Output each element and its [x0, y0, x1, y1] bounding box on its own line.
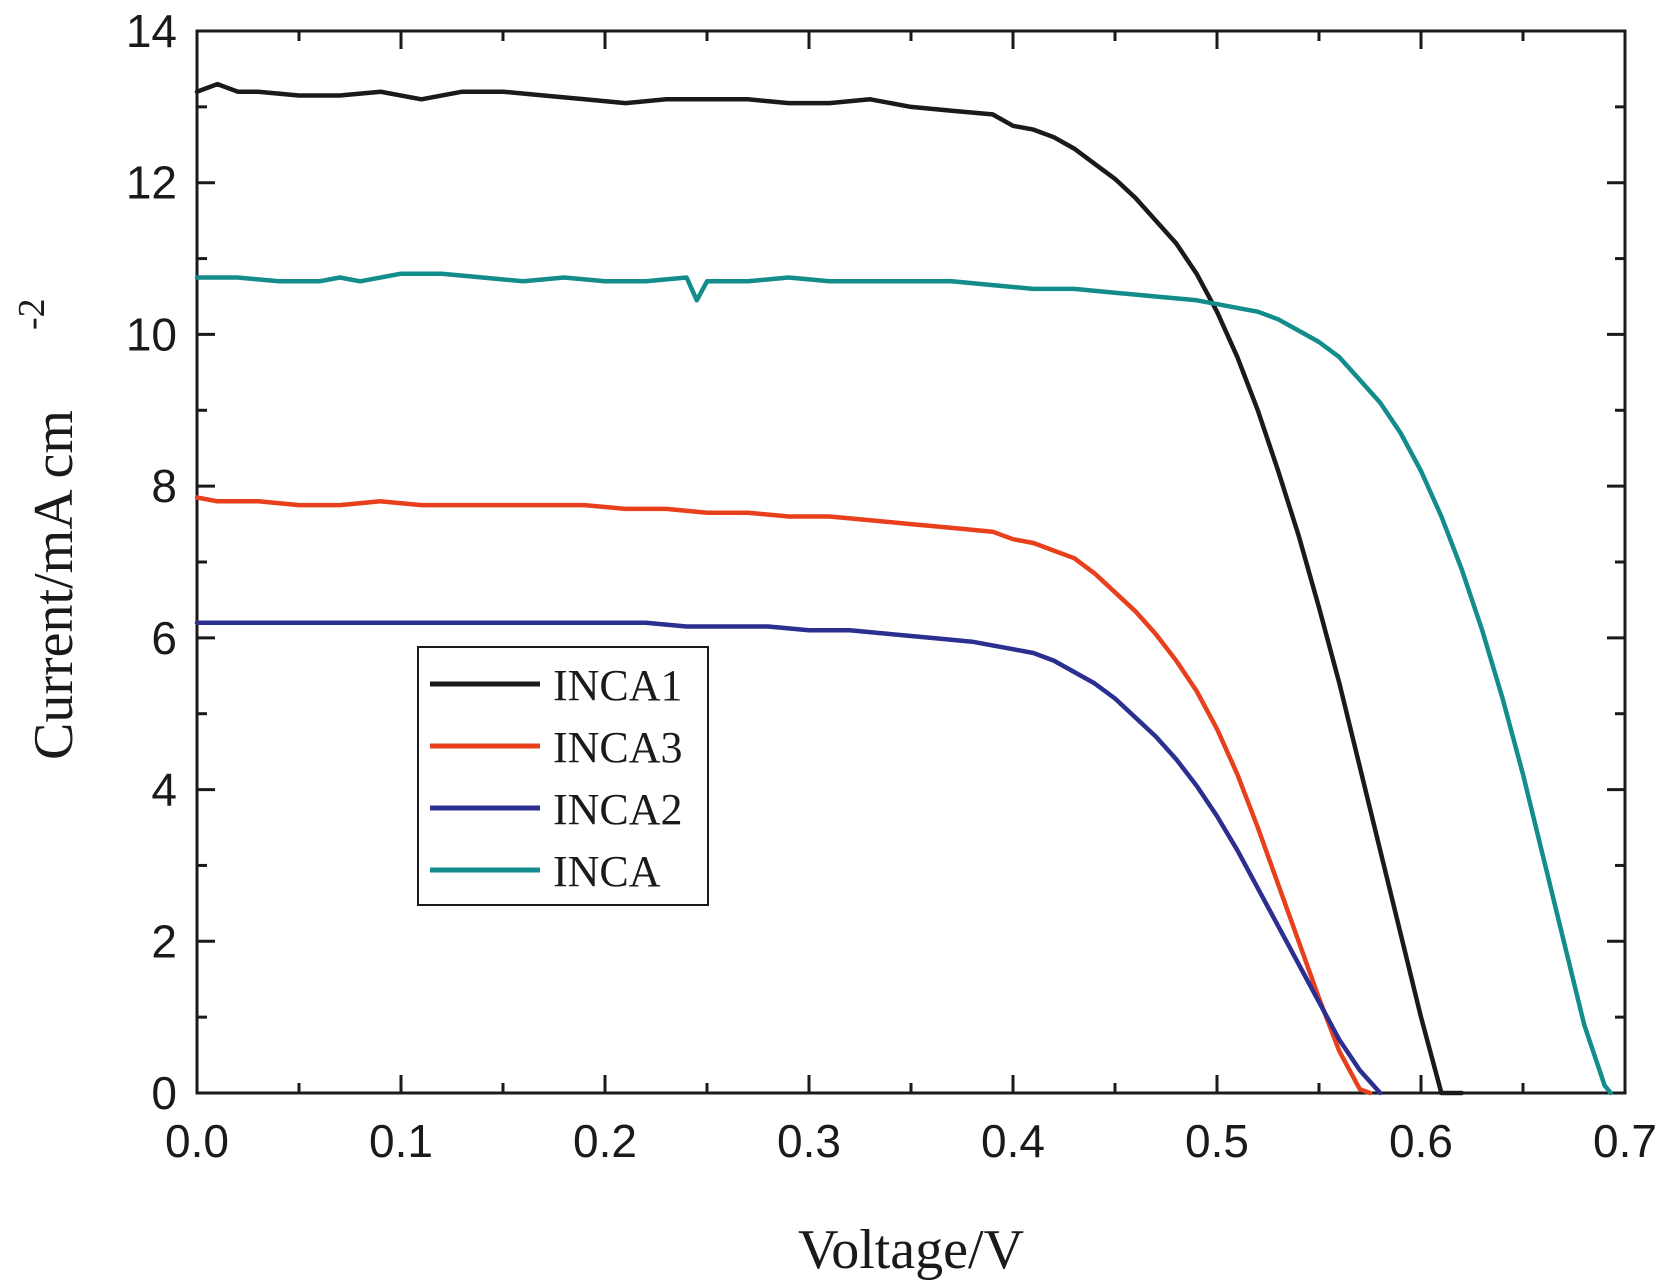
series-line-inca1	[194, 81, 1465, 1096]
plot-frame	[195, 29, 1627, 1095]
x-tick-label: 0.6	[1389, 1115, 1453, 1167]
y-tick-label: 14	[126, 5, 177, 57]
data-series	[194, 81, 1613, 1096]
series-line-inca3	[194, 495, 1373, 1096]
legend-label-inca1: INCA1	[553, 661, 683, 710]
x-tick-label: 0.5	[1185, 1115, 1249, 1167]
y-tick-label: 2	[151, 915, 177, 967]
x-tick-label: 0.2	[573, 1115, 637, 1167]
x-tick-label: 0.3	[777, 1115, 841, 1167]
legend-label-inca2: INCA2	[553, 785, 683, 834]
x-tick-label: 0.0	[165, 1115, 229, 1167]
axis-ticks	[195, 29, 1627, 1095]
series-line-inca	[194, 271, 1613, 1096]
y-tick-label: 12	[126, 157, 177, 209]
y-tick-label: 0	[151, 1067, 177, 1119]
x-axis-title: Voltage/V	[798, 1219, 1024, 1281]
y-tick-label: 6	[151, 612, 177, 664]
y-axis-title-group: Current/mA cm -2	[11, 298, 85, 760]
y-axis-title: Current/mA cm	[23, 410, 85, 760]
x-tick-label: 0.7	[1593, 1115, 1657, 1167]
y-tick-label: 10	[126, 308, 177, 360]
x-tick-label: 0.4	[981, 1115, 1045, 1167]
legend-label-inca3: INCA3	[553, 723, 683, 772]
x-tick-label: 0.1	[369, 1115, 433, 1167]
y-tick-label: 8	[151, 460, 177, 512]
y-tick-label: 4	[151, 764, 177, 816]
y-axis-title-superscript: -2	[11, 298, 53, 330]
legend: INCA1 INCA3 INCA2 INCA	[417, 646, 709, 906]
axis-tick-labels: 0.0 0.1 0.2 0.3 0.4 0.5 0.6 0.7 0 2 4 6 8 10 12 14	[126, 5, 1657, 1167]
legend-label-inca: INCA	[553, 847, 661, 896]
series-line-inca2	[194, 620, 1383, 1096]
legend-box	[417, 646, 709, 906]
